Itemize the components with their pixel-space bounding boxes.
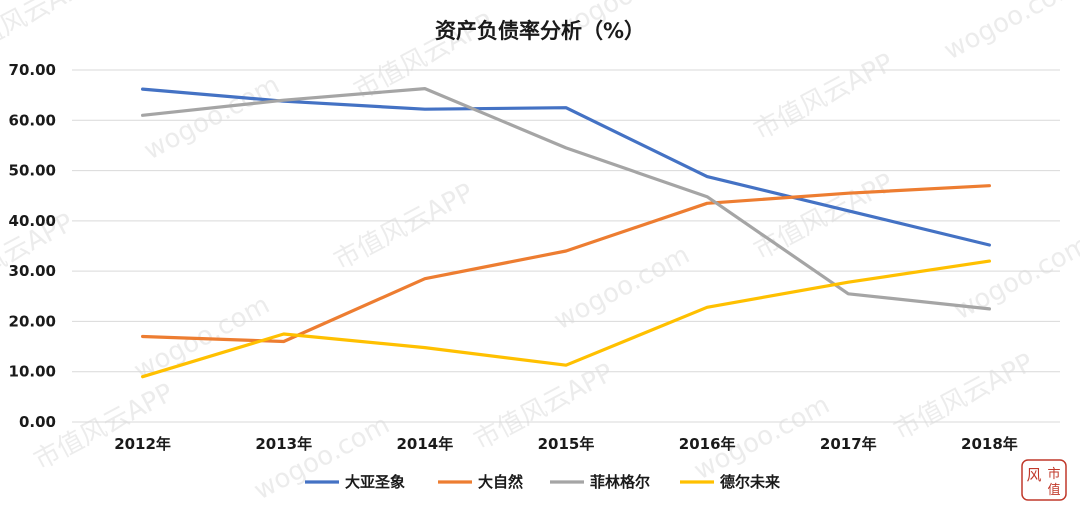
series-line xyxy=(141,87,992,247)
x-tick-label: 2015年 xyxy=(538,435,595,453)
x-tick-label: 2017年 xyxy=(820,435,877,453)
legend-label: 大亚圣象 xyxy=(345,473,405,491)
x-tick-label: 2012年 xyxy=(114,435,171,453)
y-tick-label: 50.00 xyxy=(9,162,56,180)
x-tick-label: 2013年 xyxy=(255,435,312,453)
y-tick-label: 30.00 xyxy=(9,262,56,280)
watermark-text: wogoo.com xyxy=(939,0,1080,66)
legend: 大亚圣象 大自然 菲林格尔 德尔未来 xyxy=(305,473,781,491)
legend-label: 大自然 xyxy=(478,473,523,491)
brand-logo: 风 市 值 xyxy=(1021,459,1067,501)
watermark-text: 市值风云APP xyxy=(889,348,1038,446)
chart-title: 资产负债率分析（%） xyxy=(435,19,645,43)
x-tick-label: 2016年 xyxy=(679,435,736,453)
y-tick-label: 10.00 xyxy=(9,363,56,381)
y-tick-label: 40.00 xyxy=(9,212,56,230)
y-axis-ticks: 0.00 10.00 20.00 30.00 40.00 50.00 60.00 70.00 xyxy=(9,61,56,431)
logo-char-3: 值 xyxy=(1047,482,1060,498)
x-tick-label: 2014年 xyxy=(396,435,453,453)
series-lines xyxy=(141,86,992,379)
logo-frame xyxy=(1021,459,1067,501)
y-tick-label: 20.00 xyxy=(9,312,56,330)
legend-label: 菲林格尔 xyxy=(590,473,650,491)
logo-char-1: 风 xyxy=(1026,466,1041,484)
x-axis-ticks: 2012年 2013年 2014年 2015年 2016年 2017年 2018年 xyxy=(114,435,1018,453)
series-line xyxy=(141,259,992,379)
y-tick-label: 70.00 xyxy=(9,61,56,79)
legend-label: 德尔未来 xyxy=(720,473,781,491)
series-line xyxy=(141,184,992,344)
watermark-text: 市值风云APP xyxy=(329,178,478,276)
watermark-text: wogoo.com xyxy=(949,230,1080,326)
watermark-text: 市值风云APP xyxy=(0,0,99,66)
watermark-text: wogoo.com xyxy=(249,410,394,506)
y-tick-label: 0.00 xyxy=(19,413,56,431)
gridlines xyxy=(72,69,1060,423)
watermark-text: wogoo.com xyxy=(139,70,284,166)
watermark-text: 市值风云APP xyxy=(749,48,898,146)
logo-char-2: 市 xyxy=(1047,466,1060,482)
x-tick-label: 2018年 xyxy=(961,435,1018,453)
series-line xyxy=(141,86,992,311)
y-tick-label: 60.00 xyxy=(9,111,56,129)
